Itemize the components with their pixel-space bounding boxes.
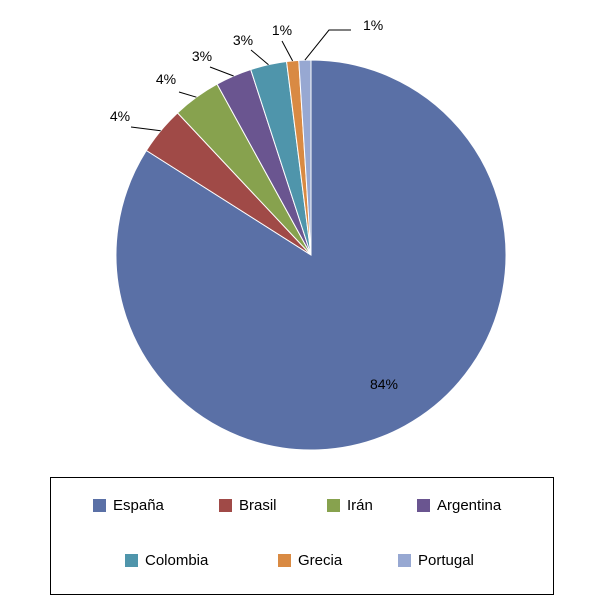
- legend-label: Argentina: [437, 497, 502, 514]
- legend-item-grecia: Grecia: [278, 552, 342, 569]
- legend-swatch: [278, 554, 291, 567]
- data-label: 84%: [370, 376, 398, 392]
- legend-item-argentina: Argentina: [417, 497, 501, 514]
- data-label: 1%: [272, 22, 292, 38]
- legend-swatch: [327, 499, 340, 512]
- legend-label: Grecia: [298, 552, 343, 569]
- chart-legend: España Brasil Irán Argentina Colombia Gr…: [50, 477, 554, 595]
- data-label: 3%: [233, 32, 253, 48]
- legend-item-portugal: Portugal: [398, 552, 474, 569]
- data-label: 4%: [156, 71, 176, 87]
- leader-line: [130, 126, 161, 132]
- leader-line: [304, 29, 351, 61]
- legend-swatch: [125, 554, 138, 567]
- data-label: 3%: [192, 48, 212, 64]
- legend-swatch: [417, 499, 430, 512]
- pie-slice-portugal: [298, 59, 312, 256]
- data-label: 1%: [363, 17, 383, 33]
- legend-label: Brasil: [239, 497, 277, 514]
- legend-item-espana: España: [93, 497, 164, 514]
- legend-swatch: [398, 554, 411, 567]
- legend-swatch: [93, 499, 106, 512]
- legend-label: Irán: [347, 497, 373, 514]
- legend-item-iran: Irán: [327, 497, 373, 514]
- legend-label: España: [113, 497, 164, 514]
- data-label: 4%: [110, 108, 130, 124]
- leader-line: [178, 91, 197, 98]
- leader-line: [281, 40, 294, 62]
- leader-line: [250, 49, 269, 66]
- legend-label: Portugal: [418, 552, 474, 569]
- legend-swatch: [219, 499, 232, 512]
- pie-chart: 84% 4% 4% 3% 3% 1% 1%: [110, 17, 507, 451]
- legend-item-colombia: Colombia: [125, 552, 208, 569]
- legend-item-brasil: Brasil: [219, 497, 277, 514]
- legend-label: Colombia: [145, 552, 209, 569]
- leader-line: [209, 66, 234, 77]
